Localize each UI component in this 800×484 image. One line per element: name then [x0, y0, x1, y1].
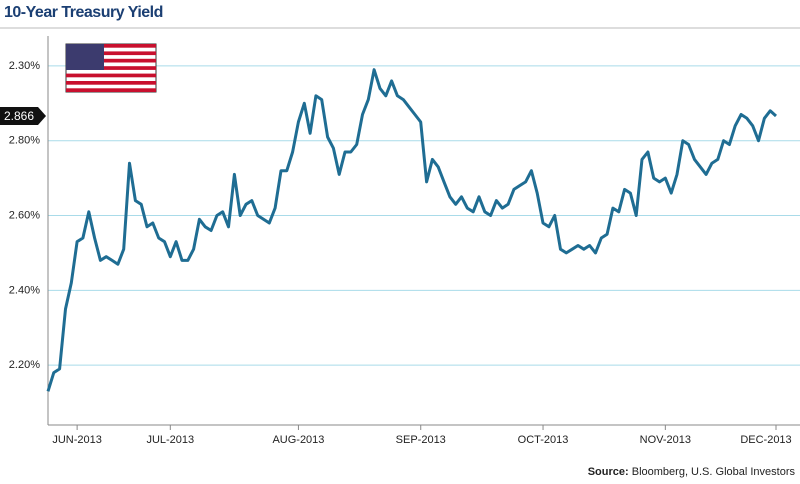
source-label: Source: — [588, 466, 629, 478]
x-tick-label: JUN-2013 — [52, 434, 102, 446]
chart-title: 10-Year Treasury Yield — [4, 4, 163, 21]
x-tick-label: SEP-2013 — [396, 434, 446, 446]
x-tick-label: NOV-2013 — [640, 434, 691, 446]
y-tick-label: 2.80% — [9, 135, 40, 147]
x-tick-label: JUL-2013 — [146, 434, 194, 446]
y-tick-label: 2.40% — [9, 284, 40, 296]
yield-line — [46, 68, 778, 392]
source: Source: Bloomberg, U.S. Global Investors — [588, 466, 796, 478]
us-flag — [65, 43, 157, 93]
y-tick-label: 2.60% — [9, 209, 40, 221]
source-text: Bloomberg, U.S. Global Investors — [632, 466, 796, 478]
x-tick-label: DEC-2013 — [740, 434, 791, 446]
y-tick-label: 2.30% — [9, 60, 40, 72]
last-value-callout — [0, 107, 46, 126]
y-tick-label: 2.20% — [9, 359, 40, 371]
x-tick-label: AUG-2013 — [272, 434, 324, 446]
last-value-label: 2.866 — [4, 109, 34, 123]
x-tick-label: OCT-2013 — [518, 434, 569, 446]
